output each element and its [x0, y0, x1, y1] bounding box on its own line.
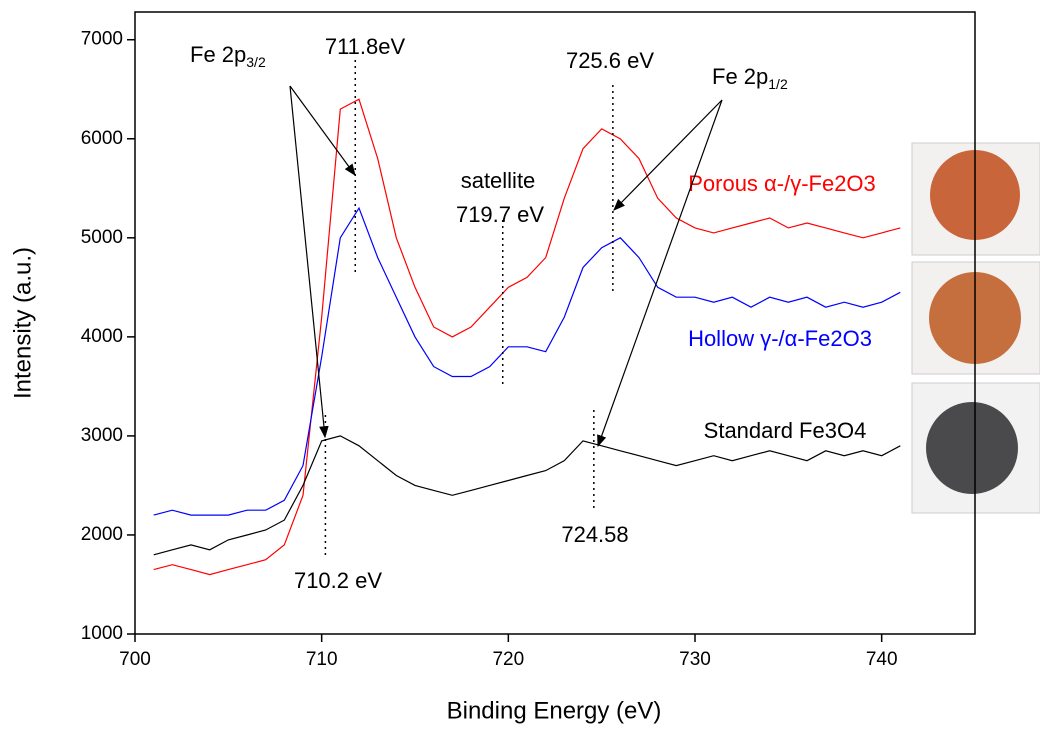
series-label: Porous α-/γ-Fe2O3: [688, 171, 876, 196]
series-label: Standard Fe3O4: [704, 418, 867, 443]
y-tick-label: 7000: [81, 29, 123, 50]
series-line: [153, 435, 901, 556]
arrow: [289, 85, 329, 439]
annotation-text: Fe 2p: [712, 64, 768, 89]
annotation: satellite: [461, 168, 536, 193]
annotation: Fe 2p3/2: [190, 42, 266, 70]
series-line: [153, 98, 901, 576]
x-tick-label: 710: [306, 649, 338, 670]
powder-standard: [926, 402, 1018, 494]
plot-frame: [134, 11, 976, 635]
arrow: [597, 99, 723, 448]
y-tick-label: 5000: [81, 227, 123, 248]
annotation-text: Fe 2p: [190, 42, 246, 67]
annotation-sub: 3/2: [246, 54, 266, 70]
series-line: [153, 206, 901, 516]
y-tick-label: 6000: [81, 128, 123, 149]
arrow: [289, 85, 356, 176]
y-tick-label: 3000: [81, 425, 123, 446]
x-axis-title: Binding Energy (eV): [447, 697, 662, 724]
y-tick-label: 1000: [81, 623, 123, 644]
x-tick-label: 730: [679, 649, 711, 670]
marker-label: 724.58: [561, 522, 628, 547]
annotation-sub: 1/2: [768, 76, 788, 92]
annotation: Fe 2p1/2: [712, 64, 788, 92]
marker-label: 710.2 eV: [294, 568, 382, 593]
marker-label: 719.7 eV: [456, 202, 544, 227]
x-tick-label: 700: [119, 649, 151, 670]
series-label: Hollow γ-/α-Fe2O3: [688, 326, 872, 351]
y-axis-title: Intensity (a.u.): [9, 247, 36, 399]
sample-photos: [911, 142, 1040, 514]
y-tick-label: 2000: [81, 524, 123, 545]
annotation-text: satellite: [461, 168, 536, 193]
arrow: [613, 99, 723, 211]
y-tick-label: 4000: [81, 326, 123, 347]
marker-label: 711.8eV: [325, 34, 406, 59]
x-tick-label: 720: [492, 649, 524, 670]
x-tick-label: 740: [866, 649, 898, 670]
marker-label: 725.6 eV: [566, 48, 654, 73]
